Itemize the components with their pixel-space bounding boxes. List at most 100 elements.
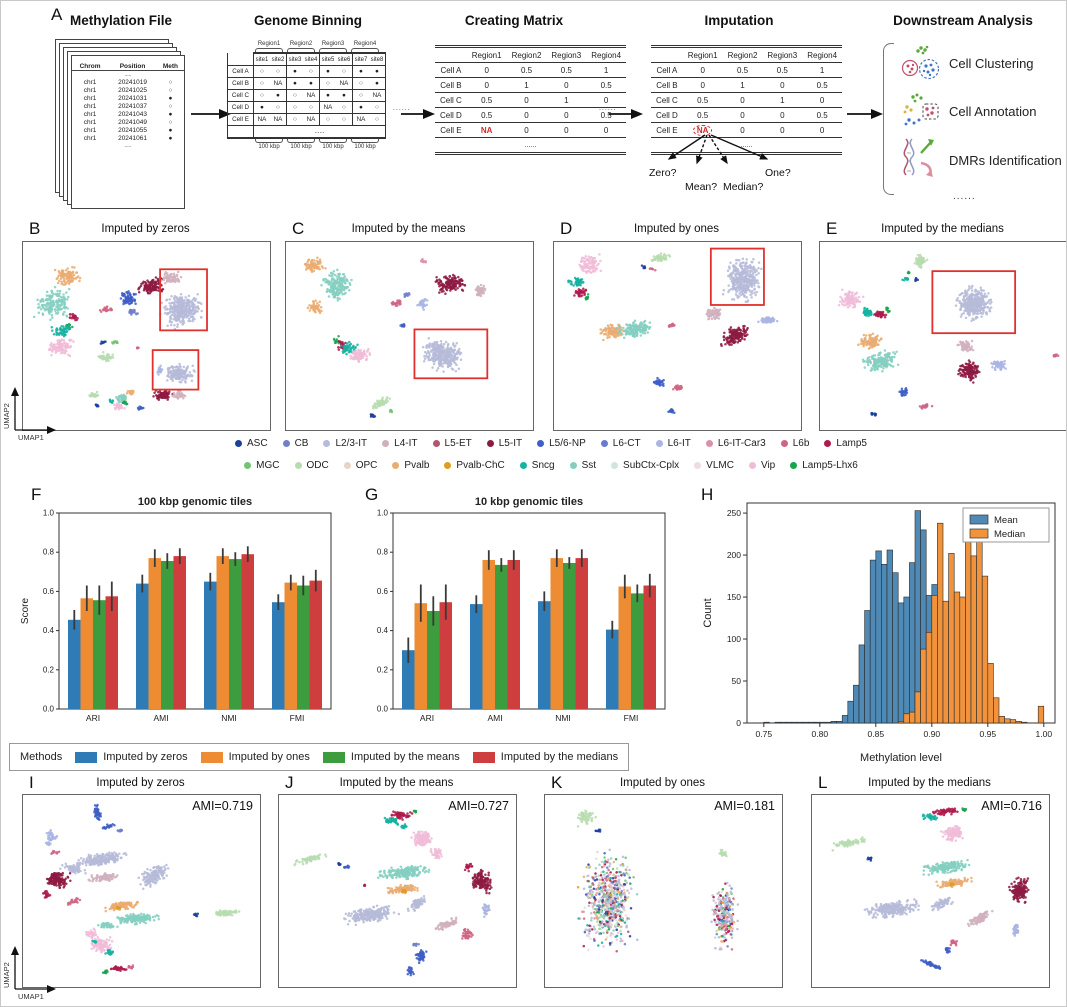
legend-item-ASC: ASC bbox=[235, 438, 268, 449]
legend-dot bbox=[748, 462, 756, 469]
downstream-item-label: Cell Clustering bbox=[949, 55, 1034, 71]
panel-label-h: H bbox=[701, 485, 714, 504]
bar-ARI-1 bbox=[80, 585, 93, 709]
umap-cluster-vip bbox=[410, 830, 433, 847]
downstream-ellipsis: ...... bbox=[953, 191, 976, 202]
matrix-row: Cell B 0 1 0 0.5 bbox=[651, 77, 843, 93]
bar-ARI-2 bbox=[93, 585, 106, 709]
legend-dot bbox=[790, 462, 798, 469]
imputation-table: Region1 Region2 Region3 Region4 Cell A 0 0.5 0.… bbox=[651, 45, 843, 155]
bar-NMI-1 bbox=[216, 548, 229, 709]
stage-title-imputation: Imputation bbox=[704, 13, 774, 28]
legend-item-VLMC: VLMC bbox=[694, 460, 734, 471]
umap-cluster-l6b bbox=[949, 939, 959, 947]
bar-AMI-3 bbox=[507, 550, 520, 709]
umap-cluster-pvalb bbox=[104, 900, 140, 913]
umap-cluster-l5it bbox=[719, 324, 749, 347]
legend-dot bbox=[244, 462, 252, 469]
bar-FMI-0 bbox=[606, 620, 619, 709]
umap-cluster-l23 bbox=[863, 898, 920, 919]
umap-cluster-l5it bbox=[434, 273, 467, 296]
umap-cluster-l5it bbox=[45, 871, 72, 890]
methylation-row: chr1 20241037 ○ bbox=[83, 102, 173, 110]
umap-cluster-odc bbox=[97, 351, 115, 363]
umap-cluster-l6it bbox=[757, 316, 779, 324]
umap-cluster-l6b bbox=[98, 305, 114, 313]
umap-plot-d bbox=[553, 241, 802, 431]
umap-cluster-l6b bbox=[50, 849, 61, 855]
umap-plot-e bbox=[819, 241, 1066, 431]
legend-item-L4-IT: L4-IT bbox=[382, 438, 418, 449]
umap-cluster-lhx6 bbox=[332, 335, 341, 345]
bar-FMI-3 bbox=[643, 573, 656, 709]
region-label: Region2 bbox=[285, 41, 317, 52]
legend-dot bbox=[486, 440, 494, 447]
umap-cluster-vip bbox=[578, 253, 603, 275]
cell-type-legend-row2: MGC ODC OPC Pvalb Pvalb-ChC Sncg Sst Sub… bbox=[111, 460, 991, 471]
umap-cluster-l6it bbox=[481, 903, 491, 918]
stage-title-downstream-analysis: Downstream Analysis bbox=[893, 13, 1033, 28]
umap-cluster-sst bbox=[320, 268, 353, 302]
umap-cluster-sncg bbox=[921, 813, 939, 821]
genome-binning-table: Region1 Region2 Region3 Region4 site1 site2 si… bbox=[227, 41, 386, 150]
umap-axis-indicator-bottom: UMAP2 UMAP1 bbox=[2, 946, 56, 1001]
panel-label-g: G bbox=[365, 485, 379, 504]
umap-cluster-lamp5 bbox=[109, 965, 128, 973]
umap-cluster-sncg bbox=[108, 398, 115, 404]
highlight-red-box bbox=[151, 349, 200, 391]
legend-dot bbox=[655, 440, 663, 447]
umap-cluster-np bbox=[101, 823, 116, 830]
missing-value: NA bbox=[692, 124, 713, 136]
legend-item-Lamp5-Lhx6: Lamp5-Lhx6 bbox=[790, 460, 858, 471]
methylation-file-stack: Chrom Position Meth..... chr1 20241019 ○ chr1 2… bbox=[53, 37, 185, 209]
umap-cluster-np bbox=[136, 405, 145, 411]
highlight-red-box bbox=[413, 328, 489, 380]
methods-legend: Methods Imputed by zeros Imputed by ones… bbox=[9, 743, 630, 771]
umap-cluster-l6b bbox=[667, 322, 676, 329]
bar-FMI-1 bbox=[284, 574, 297, 709]
umap-d-title: Imputed by ones bbox=[633, 223, 720, 235]
umap-cluster-pvalb bbox=[599, 323, 626, 342]
downstream-item-annotation: Cell Annotation bbox=[899, 91, 1036, 131]
umap-cluster-sst bbox=[97, 921, 119, 929]
umap-cluster-odc bbox=[88, 390, 100, 398]
binning-row: Cell B ○ NA ● ● ○ NA ○ ● bbox=[227, 77, 386, 90]
matrix-row: Cell A 0 0.5 0.5 1 bbox=[651, 62, 843, 78]
highlight-red-box bbox=[931, 270, 1017, 335]
umap-cluster-l23 bbox=[406, 894, 426, 913]
umap-cluster-np bbox=[406, 966, 415, 977]
bar-ARI-0 bbox=[402, 637, 415, 709]
downstream-item-label: Cell Annotation bbox=[949, 103, 1037, 119]
umap-cluster-l5it bbox=[471, 868, 493, 895]
binning-row: Cell D ● ○ ○ ○ NA ○ ● ○ bbox=[227, 101, 386, 114]
downstream-brace bbox=[883, 43, 894, 195]
bar-FMI-1 bbox=[618, 574, 631, 709]
bar-AMI-0 bbox=[470, 595, 483, 709]
umap-cluster-np bbox=[898, 387, 909, 397]
downstream-item-dmrs: DMRs Identification bbox=[899, 137, 1062, 183]
method-item: Imputed by ones bbox=[200, 751, 310, 763]
umap-cluster-l4it bbox=[159, 270, 183, 285]
umap-cluster-odc bbox=[913, 253, 929, 269]
bar-NMI-3 bbox=[241, 546, 254, 709]
region-label: Region1 bbox=[253, 41, 285, 52]
bar-NMI-2 bbox=[229, 552, 242, 709]
histogram-series-Mean bbox=[763, 510, 961, 724]
umap-cluster-l23 bbox=[137, 863, 170, 890]
umap-cluster-l6it bbox=[44, 829, 59, 847]
panel-label-l: L bbox=[818, 773, 828, 792]
bar-AMI-1 bbox=[482, 550, 495, 709]
bar-ARI-0 bbox=[68, 610, 81, 709]
flow-dots-2: ...... bbox=[599, 105, 617, 112]
panel-label-j: J bbox=[285, 773, 294, 792]
umap-cluster-vip bbox=[837, 288, 865, 309]
legend-item-OPC: OPC bbox=[343, 460, 377, 471]
umap-cluster-l5it bbox=[1008, 876, 1030, 904]
legend-dot bbox=[294, 462, 302, 469]
umap-cluster-vip bbox=[940, 824, 964, 842]
legend-item-SubCtx-Cplx: SubCtx-Cplx bbox=[611, 460, 679, 471]
umap-i-title: Imputed by zeros bbox=[96, 777, 185, 789]
legend-dot bbox=[235, 440, 243, 447]
umap-cluster-asc bbox=[870, 411, 878, 417]
creating-matrix-table: Region1 Region2 Region3 Region4 Cell A 0 0.5 0.… bbox=[435, 45, 627, 155]
